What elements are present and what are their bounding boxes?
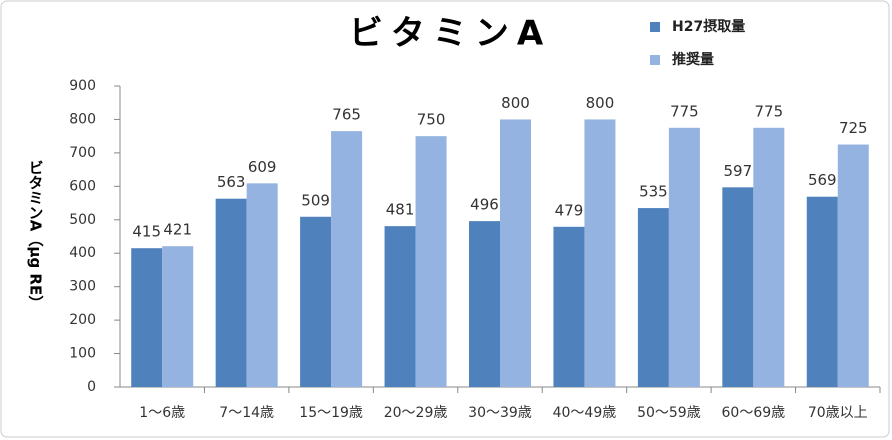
y-tick-label: 100 bbox=[69, 346, 96, 362]
bar bbox=[384, 226, 416, 387]
legend-label: H27摂取量 bbox=[672, 18, 745, 35]
value-label: 775 bbox=[755, 102, 784, 120]
legend-label: 推奨量 bbox=[672, 51, 714, 68]
bar bbox=[500, 119, 531, 387]
bar bbox=[162, 246, 194, 387]
bar bbox=[584, 119, 616, 387]
value-label: 609 bbox=[248, 158, 277, 176]
chart-title: ビタミンA bbox=[349, 14, 551, 54]
y-tick-label: 0 bbox=[87, 379, 96, 395]
bar bbox=[300, 216, 332, 387]
bar bbox=[722, 187, 754, 387]
value-label: 800 bbox=[501, 94, 530, 112]
bar bbox=[415, 136, 447, 387]
bar bbox=[246, 183, 278, 387]
y-tick-label: 600 bbox=[69, 178, 96, 194]
x-tick-label: 30～39歳 bbox=[468, 405, 532, 421]
y-tick-label: 800 bbox=[69, 111, 96, 127]
y-tick-label: 200 bbox=[69, 312, 96, 328]
y-tick-label: 900 bbox=[69, 78, 96, 94]
value-label: 415 bbox=[132, 223, 161, 241]
value-label: 800 bbox=[586, 94, 615, 112]
legend-swatch bbox=[650, 55, 660, 65]
bar bbox=[331, 131, 363, 387]
x-tick-label: 50～59歳 bbox=[637, 405, 701, 421]
value-label: 421 bbox=[163, 221, 192, 239]
bar bbox=[215, 198, 247, 387]
y-tick-label: 400 bbox=[69, 245, 96, 261]
value-label: 563 bbox=[217, 173, 246, 191]
value-label: 496 bbox=[470, 196, 499, 214]
x-tick-label: 20～29歳 bbox=[384, 405, 448, 421]
bar bbox=[131, 248, 163, 387]
bar bbox=[668, 127, 700, 388]
bar bbox=[469, 221, 500, 387]
value-label: 479 bbox=[555, 201, 584, 219]
value-label: 597 bbox=[724, 162, 753, 180]
value-label: 535 bbox=[639, 183, 668, 201]
value-label: 481 bbox=[386, 201, 415, 219]
x-tick-label: 1～6歳 bbox=[139, 405, 185, 421]
y-tick-label: 700 bbox=[69, 145, 96, 161]
x-tick-label: 60～69歳 bbox=[722, 405, 786, 421]
x-tick-label: 70歳以上 bbox=[808, 405, 868, 421]
bar bbox=[753, 127, 785, 388]
value-label: 509 bbox=[301, 191, 330, 209]
value-label: 775 bbox=[670, 102, 699, 120]
bar bbox=[806, 196, 838, 387]
y-tick-label: 300 bbox=[69, 279, 96, 295]
x-tick-label: 40～49歳 bbox=[553, 405, 617, 421]
value-label: 725 bbox=[839, 119, 868, 137]
bar bbox=[637, 208, 669, 387]
bar bbox=[837, 144, 869, 387]
y-axis-label: ビタミンA（μg RE） bbox=[27, 160, 45, 310]
value-label: 750 bbox=[417, 111, 446, 129]
bar bbox=[553, 226, 585, 387]
y-tick-label: 500 bbox=[69, 212, 96, 228]
value-label: 569 bbox=[808, 171, 837, 189]
value-label: 765 bbox=[332, 106, 361, 124]
x-tick-label: 7～14歳 bbox=[219, 405, 274, 421]
legend-swatch bbox=[650, 22, 660, 32]
x-tick-label: 15～19歳 bbox=[299, 405, 363, 421]
